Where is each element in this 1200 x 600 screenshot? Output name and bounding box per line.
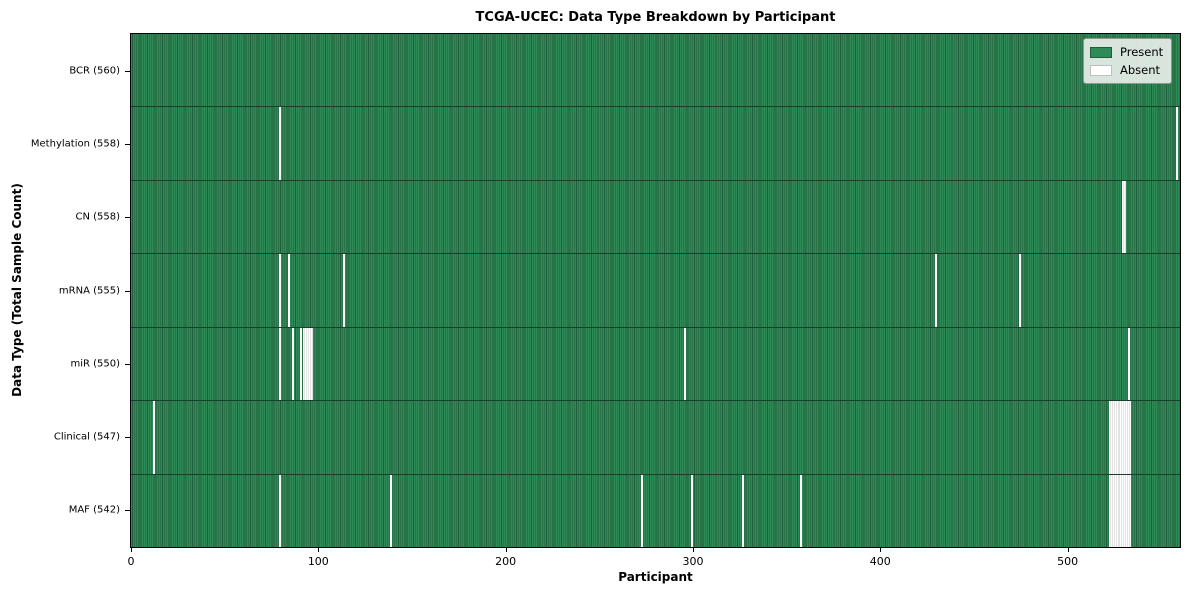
y-tick-mark — [125, 290, 130, 292]
legend-entry-present: Present — [1090, 43, 1163, 61]
absent-marker — [934, 254, 937, 327]
absent-marker — [292, 327, 295, 401]
legend-present-label: Present — [1120, 45, 1164, 59]
y-tick-mark — [125, 143, 130, 145]
absent-marker — [741, 474, 744, 547]
absent-marker — [278, 254, 281, 327]
y-tick-label: Clinical (547) — [53, 431, 120, 443]
data-row-mrna — [131, 254, 1180, 328]
y-tick-label: mRNA (555) — [58, 285, 120, 296]
y-tick-mark — [125, 510, 130, 512]
absent-marker — [278, 327, 281, 401]
x-tick-mark — [505, 548, 507, 552]
data-row-bcr — [131, 34, 1180, 108]
x-tick-label: 300 — [682, 555, 704, 568]
x-tick-mark — [318, 548, 320, 552]
x-tick-mark — [692, 548, 694, 552]
plot-area — [130, 33, 1181, 548]
y-tick-mark — [125, 217, 130, 219]
absent-marker — [683, 327, 686, 401]
data-row-clinical — [131, 401, 1180, 475]
absent-marker — [1121, 180, 1126, 254]
x-tick-label: 500 — [1057, 555, 1079, 568]
x-tick-mark — [880, 548, 882, 552]
absent-marker — [1127, 327, 1130, 401]
absent-marker — [303, 327, 313, 401]
legend: Present Absent — [1083, 38, 1173, 84]
legend-absent-label: Absent — [1120, 63, 1161, 77]
absent-marker — [342, 254, 345, 327]
data-row-methylation — [131, 107, 1180, 181]
x-tick-mark — [131, 548, 132, 552]
y-tick-label: miR (550) — [70, 358, 120, 370]
y-tick-label: MAF (542) — [68, 504, 120, 516]
x-axis-label: Participant — [618, 570, 693, 584]
absent-marker — [389, 474, 392, 547]
absent-marker — [640, 474, 643, 547]
absent-marker — [288, 254, 291, 327]
absent-marker — [1018, 254, 1021, 327]
absent-marker — [278, 474, 281, 547]
data-row-cn — [131, 180, 1180, 255]
y-tick-mark — [125, 70, 130, 72]
x-tick-mark — [1067, 548, 1069, 552]
legend-present-swatch — [1090, 46, 1112, 58]
absent-marker — [299, 327, 302, 401]
absent-marker — [1176, 107, 1179, 180]
legend-entry-absent: Absent — [1090, 61, 1163, 79]
absent-marker — [799, 474, 802, 547]
absent-marker — [691, 474, 694, 547]
absent-marker — [1108, 401, 1132, 474]
y-tick-label: BCR (560) — [69, 65, 120, 77]
x-tick-label: 100 — [307, 555, 329, 568]
chart-title: TCGA-UCEC: Data Type Breakdown by Partic… — [475, 10, 836, 25]
absent-marker — [153, 401, 156, 474]
x-tick-label: 200 — [495, 555, 517, 568]
y-tick-mark — [125, 437, 130, 439]
legend-absent-swatch — [1090, 64, 1112, 76]
y-tick-label: Methylation (558) — [30, 138, 120, 150]
y-tick-label: CN (558) — [75, 211, 120, 223]
x-tick-label: 400 — [869, 555, 891, 568]
data-row-maf — [131, 474, 1180, 547]
x-tick-label: 0 — [127, 555, 135, 568]
absent-marker — [278, 107, 281, 180]
data-row-mir — [131, 327, 1180, 402]
y-tick-mark — [125, 363, 130, 365]
absent-marker — [1108, 474, 1132, 547]
